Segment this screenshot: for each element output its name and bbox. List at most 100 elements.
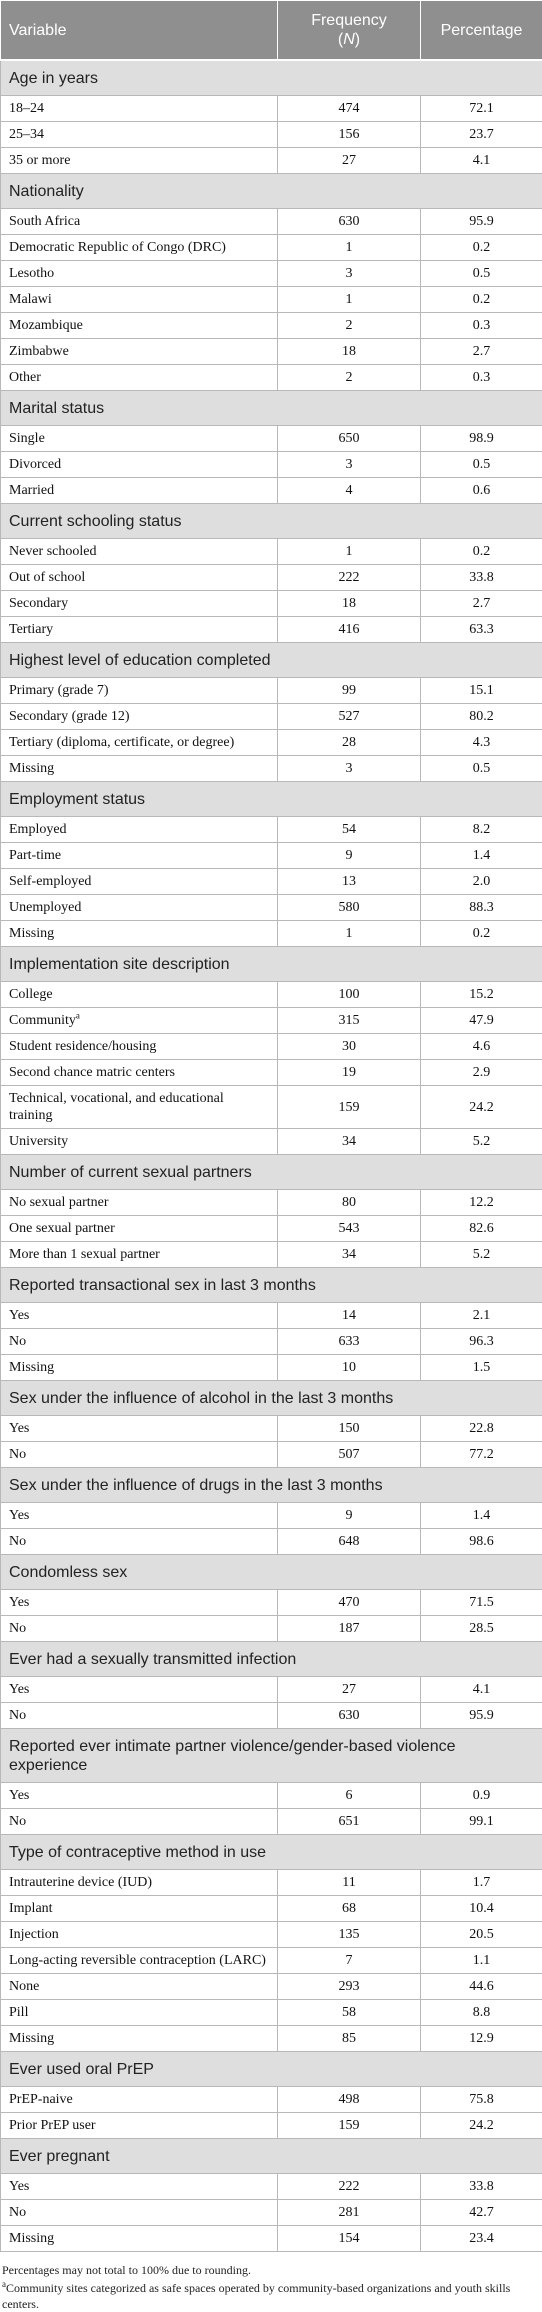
section-title: Ever used oral PrEP [1, 2052, 542, 2087]
row-percentage: 95.9 [421, 209, 542, 235]
row-label: No [9, 1621, 26, 1636]
row-label-cell: No [1, 2200, 278, 2226]
row-percentage: 33.8 [421, 565, 542, 591]
row-label-cell: Malawi [1, 287, 278, 313]
row-label: Malawi [9, 292, 52, 307]
row-label: Democratic Republic of Congo (DRC) [9, 240, 226, 255]
row-label: Second chance matric centers [9, 1065, 175, 1080]
row-percentage: 80.2 [421, 704, 542, 730]
row-frequency: 2 [278, 365, 421, 391]
row-label-cell: Student residence/housing [1, 1034, 278, 1060]
row-percentage: 20.5 [421, 1922, 542, 1948]
row-label: Divorced [9, 457, 61, 472]
section-header-row: Ever used oral PrEP [1, 2052, 542, 2087]
row-frequency: 30 [278, 1034, 421, 1060]
row-percentage: 5.2 [421, 1129, 542, 1155]
row-label-cell: Democratic Republic of Congo (DRC) [1, 235, 278, 261]
row-frequency: 543 [278, 1216, 421, 1242]
row-label-cell: Single [1, 426, 278, 452]
row-label-cell: More than 1 sexual partner [1, 1242, 278, 1268]
row-label-cell: No [1, 1616, 278, 1642]
row-label: Missing [9, 1360, 54, 1375]
row-frequency: 630 [278, 209, 421, 235]
row-label-cell: One sexual partner [1, 1216, 278, 1242]
row-frequency: 222 [278, 2174, 421, 2200]
row-percentage: 15.1 [421, 678, 542, 704]
row-frequency: 1 [278, 287, 421, 313]
row-frequency: 156 [278, 122, 421, 148]
section-title: Reported ever intimate partner violence/… [1, 1729, 542, 1783]
row-frequency: 648 [278, 1529, 421, 1555]
row-percentage: 4.6 [421, 1034, 542, 1060]
row-frequency: 3 [278, 452, 421, 478]
row-label: Secondary (grade 12) [9, 709, 130, 724]
row-label-cell: Missing [1, 921, 278, 947]
row-percentage: 22.8 [421, 1416, 542, 1442]
row-label-cell: Unemployed [1, 895, 278, 921]
row-percentage: 12.9 [421, 2026, 542, 2052]
row-label: Pill [9, 2005, 28, 2020]
row-label-cell: Yes [1, 1783, 278, 1809]
row-percentage: 0.2 [421, 539, 542, 565]
section-title: Marital status [1, 391, 542, 426]
row-label: Missing [9, 926, 54, 941]
row-percentage: 8.2 [421, 817, 542, 843]
row-percentage: 98.9 [421, 426, 542, 452]
row-frequency: 27 [278, 1677, 421, 1703]
row-frequency: 80 [278, 1190, 421, 1216]
row-frequency: 19 [278, 1060, 421, 1086]
section-title: Age in years [1, 60, 542, 96]
row-percentage: 98.6 [421, 1529, 542, 1555]
row-label: South Africa [9, 214, 80, 229]
row-frequency: 650 [278, 426, 421, 452]
section-title: Implementation site description [1, 947, 542, 982]
row-frequency: 135 [278, 1922, 421, 1948]
row-frequency: 630 [278, 1703, 421, 1729]
row-frequency: 18 [278, 339, 421, 365]
row-percentage: 75.8 [421, 2087, 542, 2113]
row-percentage: 23.4 [421, 2226, 542, 2252]
row-frequency: 9 [278, 1503, 421, 1529]
section-header-row: Ever had a sexually transmitted infectio… [1, 1642, 542, 1677]
row-label-cell: Part-time [1, 843, 278, 869]
row-label-cell: University [1, 1129, 278, 1155]
row-label: Zimbabwe [9, 344, 69, 359]
row-label-cell: Lesotho [1, 261, 278, 287]
row-percentage: 2.7 [421, 339, 542, 365]
row-percentage: 4.3 [421, 730, 542, 756]
section-title: Condomless sex [1, 1555, 542, 1590]
row-frequency: 470 [278, 1590, 421, 1616]
row-label-cell: Never schooled [1, 539, 278, 565]
row-percentage: 1.7 [421, 1870, 542, 1896]
row-frequency: 159 [278, 2113, 421, 2139]
row-label: Missing [9, 2231, 54, 2246]
row-percentage: 0.5 [421, 452, 542, 478]
row-frequency: 159 [278, 1086, 421, 1129]
row-label: Unemployed [9, 900, 81, 915]
row-frequency: 1 [278, 921, 421, 947]
row-label-cell: Self-employed [1, 869, 278, 895]
row-percentage: 72.1 [421, 96, 542, 122]
section-title: Sex under the influence of drugs in the … [1, 1468, 542, 1503]
